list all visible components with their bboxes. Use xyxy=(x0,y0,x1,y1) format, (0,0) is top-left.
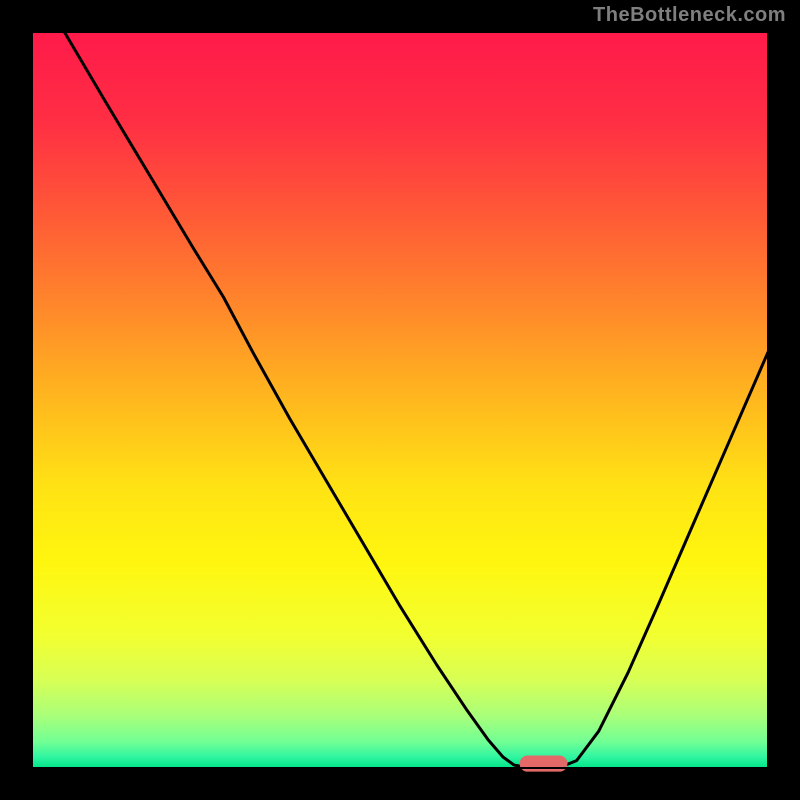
watermark-text: TheBottleneck.com xyxy=(593,4,786,27)
chart-container: TheBottleneck.com xyxy=(0,0,800,800)
optimal-marker xyxy=(520,755,568,771)
plot-background xyxy=(32,32,768,768)
bottleneck-chart xyxy=(0,0,800,800)
